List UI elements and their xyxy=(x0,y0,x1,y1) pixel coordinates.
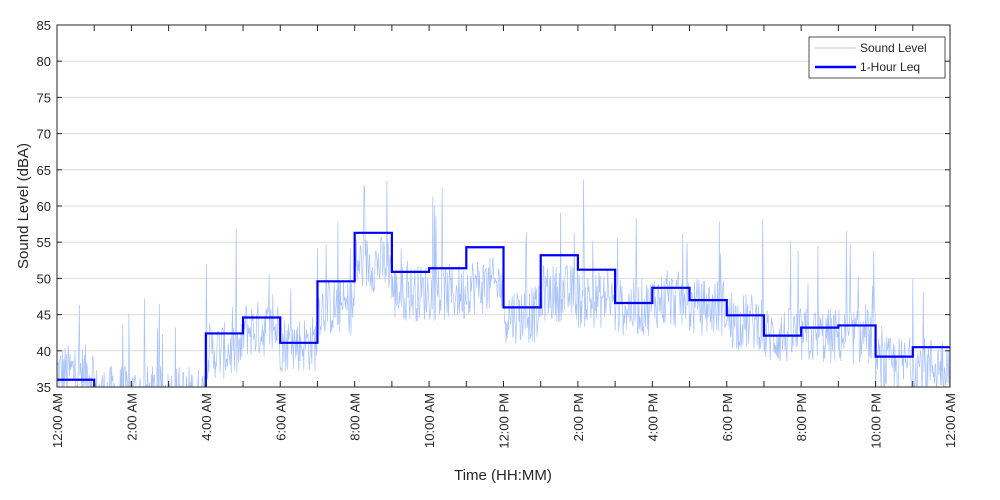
leq-stairs-line xyxy=(57,231,950,387)
x-tick-label: 12:00 PM xyxy=(497,393,512,449)
x-tick-label: 8:00 AM xyxy=(348,393,363,441)
x-tick-label: 4:00 AM xyxy=(199,393,214,441)
x-tick-label: 8:00 PM xyxy=(794,393,809,441)
legend-label-sound-level: Sound Level xyxy=(860,41,927,55)
y-tick-label: 80 xyxy=(37,54,51,69)
legend-label-leq: 1-Hour Leq xyxy=(860,60,920,74)
y-tick-label: 85 xyxy=(37,18,51,33)
y-tick-label: 65 xyxy=(37,163,51,178)
x-tick-label: 10:00 PM xyxy=(869,393,884,449)
x-tick-label: 6:00 PM xyxy=(720,393,735,441)
y-tick-label: 45 xyxy=(37,308,51,323)
x-tick-label: 2:00 PM xyxy=(571,393,586,441)
x-tick-label: 6:00 AM xyxy=(273,393,288,441)
y-axis-label: Sound Level (dBA) xyxy=(15,143,32,269)
legend: Sound Level 1-Hour Leq xyxy=(808,36,946,79)
x-axis-label: Time (HH:MM) xyxy=(454,467,552,484)
x-tick-label: 2:00 AM xyxy=(124,393,139,441)
y-tick-label: 55 xyxy=(37,235,51,250)
x-tick-label: 4:00 PM xyxy=(645,393,660,441)
y-tick-label: 35 xyxy=(37,380,51,395)
x-tick-label: 12:00 AM xyxy=(50,393,65,448)
y-tick-label: 70 xyxy=(37,127,51,142)
axes: 35 40 45 50 55 60 65 70 75 80 85 12:00 AM 2:00 AM 4:0… xyxy=(37,18,958,449)
y-tick-label: 40 xyxy=(37,344,51,359)
legend-box xyxy=(808,36,946,79)
x-tick-label: 10:00 AM xyxy=(422,393,437,448)
y-tick-label: 75 xyxy=(37,90,51,105)
x-tick-label: 12:00 AM xyxy=(943,393,958,448)
y-tick-label: 60 xyxy=(37,199,51,214)
y-tick-label: 50 xyxy=(37,271,51,286)
leq-series xyxy=(57,231,950,387)
